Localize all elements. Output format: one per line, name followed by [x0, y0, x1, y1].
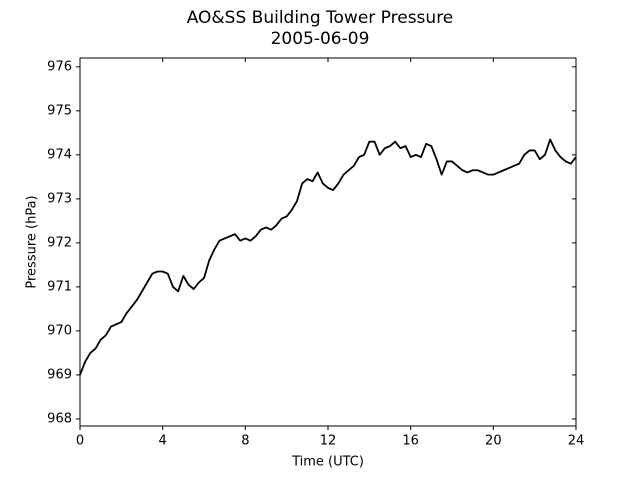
y-tick-label: 976: [47, 59, 72, 74]
x-tick-label: 20: [485, 434, 502, 449]
y-tick-label: 968: [47, 411, 72, 426]
y-tick-label: 969: [47, 367, 72, 382]
pressure-line: [79, 138, 577, 376]
x-tick-label: 12: [320, 434, 337, 449]
x-tick-label: 24: [568, 434, 585, 449]
y-tick-label: 970: [47, 323, 72, 338]
y-tick-label: 974: [47, 147, 72, 162]
x-tick-label: 8: [241, 434, 249, 449]
y-tick-label: 973: [47, 191, 72, 206]
chart-title: AO&SS Building Tower Pressure: [187, 8, 454, 28]
chart-subtitle: 2005-06-09: [271, 29, 370, 49]
y-tick-label: 971: [47, 279, 72, 294]
y-tick-label: 972: [47, 235, 72, 250]
y-axis-label: Pressure (hPa): [25, 195, 40, 288]
x-tick-label: 16: [402, 434, 419, 449]
x-tick-label: 0: [76, 434, 84, 449]
x-axis-label: Time (UTC): [291, 455, 364, 470]
x-tick-label: 4: [159, 434, 167, 449]
y-tick-label: 975: [47, 103, 72, 118]
plot-frame: [79, 57, 577, 427]
